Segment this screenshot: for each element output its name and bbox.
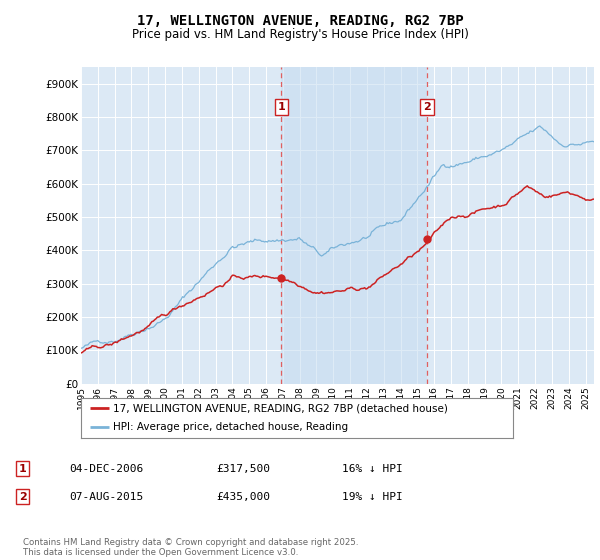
Bar [281,67,427,384]
Text: 2: 2 [423,102,431,112]
Text: HPI: Average price, detached house, Reading: HPI: Average price, detached house, Read… [113,422,349,432]
Text: 17, WELLINGTON AVENUE, READING, RG2 7BP: 17, WELLINGTON AVENUE, READING, RG2 7BP [137,14,463,28]
Text: 2: 2 [19,492,26,502]
Text: Contains HM Land Registry data © Crown copyright and database right 2025.
This d: Contains HM Land Registry data © Crown c… [23,538,358,557]
Text: 17, WELLINGTON AVENUE, READING, RG2 7BP (detached house): 17, WELLINGTON AVENUE, READING, RG2 7BP … [113,404,448,413]
Text: Price paid vs. HM Land Registry's House Price Index (HPI): Price paid vs. HM Land Registry's House … [131,28,469,41]
Text: £317,500: £317,500 [216,464,270,474]
Text: 16% ↓ HPI: 16% ↓ HPI [342,464,403,474]
Text: 04-DEC-2006: 04-DEC-2006 [69,464,143,474]
Text: 1: 1 [19,464,26,474]
Text: 07-AUG-2015: 07-AUG-2015 [69,492,143,502]
Text: 19% ↓ HPI: 19% ↓ HPI [342,492,403,502]
Text: £435,000: £435,000 [216,492,270,502]
Text: 1: 1 [278,102,286,112]
